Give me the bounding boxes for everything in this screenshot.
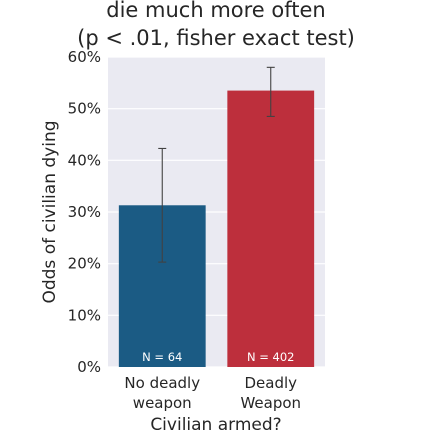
y-tick-label-5: 50% <box>68 100 101 118</box>
bar-1 <box>227 91 314 367</box>
y-tick-label-0: 0% <box>77 358 101 376</box>
bar-count-label-1: N = 402 <box>247 350 295 364</box>
chart-title-line-2: (p < .01, fisher exact test) <box>77 26 355 50</box>
bar-count-label-0: N = 64 <box>142 350 182 364</box>
chart-title-line-1: die much more often <box>106 0 325 22</box>
y-axis-ticks: 0% 10% 20% 30% 40% 50% 60% <box>68 48 101 376</box>
y-tick-label-1: 10% <box>68 306 101 324</box>
y-tick-label-3: 30% <box>68 203 101 221</box>
x-axis-ticks: No deadly weapon Deadly Weapon <box>124 374 301 412</box>
y-tick-label-2: 20% <box>68 255 101 273</box>
y-axis-label: Odds of civilian dying <box>40 120 60 303</box>
x-tick-label-1: Deadly Weapon <box>240 374 301 412</box>
x-tick-label-0: No deadly weapon <box>124 374 200 412</box>
y-tick-label-4: 40% <box>68 151 101 169</box>
x-axis-label: Civilian armed? <box>150 415 281 432</box>
y-tick-label-6: 60% <box>68 48 101 66</box>
